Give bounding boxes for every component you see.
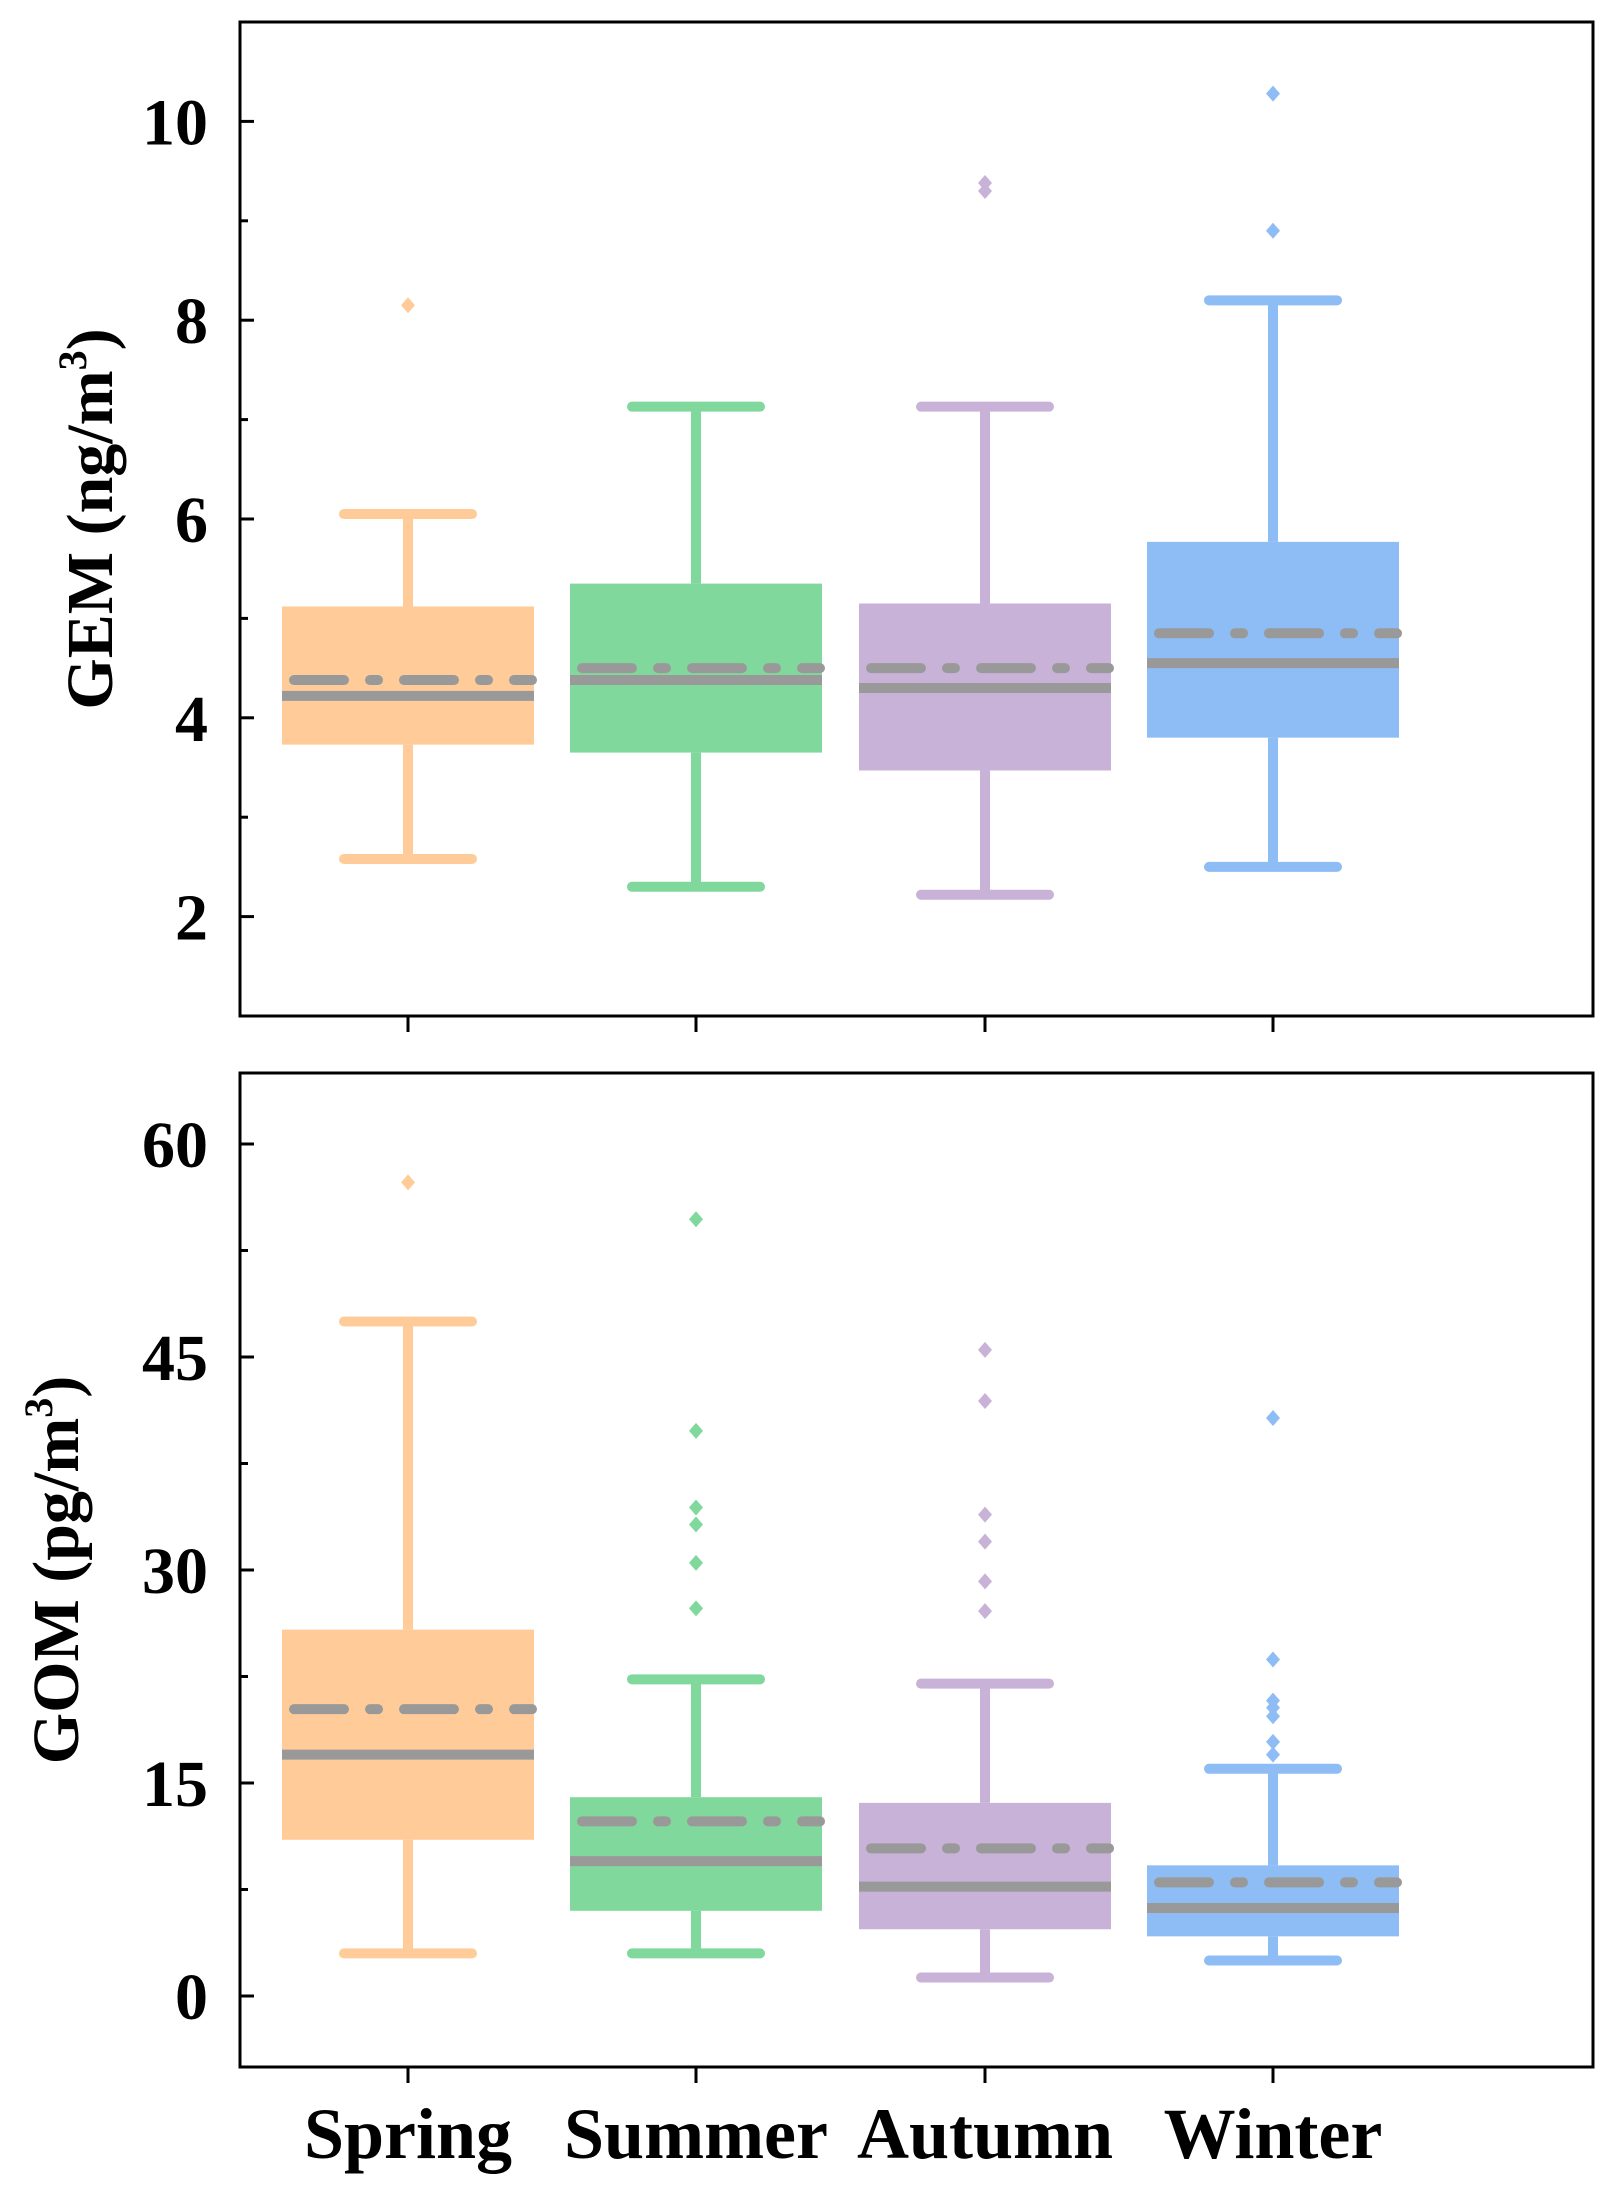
gem-box-summer <box>570 401 825 892</box>
gem-box-spring <box>282 297 537 864</box>
gem-ytick-label: 10 <box>142 86 208 159</box>
outlier-point <box>978 1533 992 1550</box>
gem-box-winter <box>1147 85 1402 872</box>
outlier-point <box>401 297 415 314</box>
iqr-box <box>1147 541 1399 738</box>
outlier-point <box>978 1573 992 1590</box>
outlier-point <box>1266 1733 1280 1750</box>
category-label-autumn: Autumn <box>857 2094 1113 2174</box>
outlier-point <box>1266 1746 1280 1763</box>
outlier-point <box>689 1211 703 1228</box>
outlier-point <box>978 1603 992 1620</box>
outlier-point <box>978 175 992 192</box>
gom-box-winter <box>1147 1410 1402 1966</box>
gom-box-summer <box>570 1211 825 1959</box>
outlier-point <box>689 1499 703 1516</box>
outlier-point <box>978 1506 992 1523</box>
gom-ytick-label: 15 <box>142 1748 208 1821</box>
category-label-summer: Summer <box>564 2094 828 2174</box>
iqr-box <box>1147 1865 1399 1937</box>
outlier-point <box>689 1554 703 1571</box>
gem-ytick-label: 2 <box>175 882 208 955</box>
outlier-point <box>1266 1410 1280 1427</box>
gom-panel: 0 15 30 45 60 GOM (pg/m3) <box>16 1071 1595 2083</box>
outlier-point <box>1266 85 1280 102</box>
outlier-point <box>978 1393 992 1410</box>
gem-ytick-label: 4 <box>175 683 208 756</box>
outlier-point <box>689 1600 703 1617</box>
outlier-point <box>1266 1708 1280 1725</box>
gom-box-spring <box>282 1174 537 1959</box>
gem-ytick-label: 8 <box>175 285 208 358</box>
outlier-point <box>1266 1651 1280 1668</box>
gom-ytick-label: 45 <box>142 1322 208 1395</box>
gom-y-axis-title: GOM (pg/m3) <box>16 1376 93 1764</box>
gem-box-autumn <box>859 175 1114 900</box>
gem-panel: 2 4 6 8 10 GEM (ng/m3) <box>50 20 1595 1032</box>
gem-ytick-label: 6 <box>175 484 208 557</box>
gom-ytick-label: 30 <box>142 1535 208 1608</box>
outlier-point <box>1266 222 1280 239</box>
gem-y-axis-title: GEM (ng/m3) <box>50 328 127 709</box>
iqr-box <box>859 1802 1111 1930</box>
gom-box-autumn <box>859 1341 1114 1983</box>
gom-ytick-label: 0 <box>175 1961 208 2034</box>
outlier-point <box>401 1174 415 1191</box>
outlier-point <box>689 1422 703 1439</box>
category-label-spring: Spring <box>304 2094 512 2174</box>
outlier-point <box>1266 1692 1280 1709</box>
gom-ytick-label: 60 <box>142 1109 208 1182</box>
outlier-point <box>978 1341 992 1358</box>
category-label-winter: Winter <box>1164 2094 1383 2174</box>
iqr-box <box>282 1629 534 1840</box>
iqr-box <box>570 1797 822 1911</box>
outlier-point <box>689 1516 703 1533</box>
